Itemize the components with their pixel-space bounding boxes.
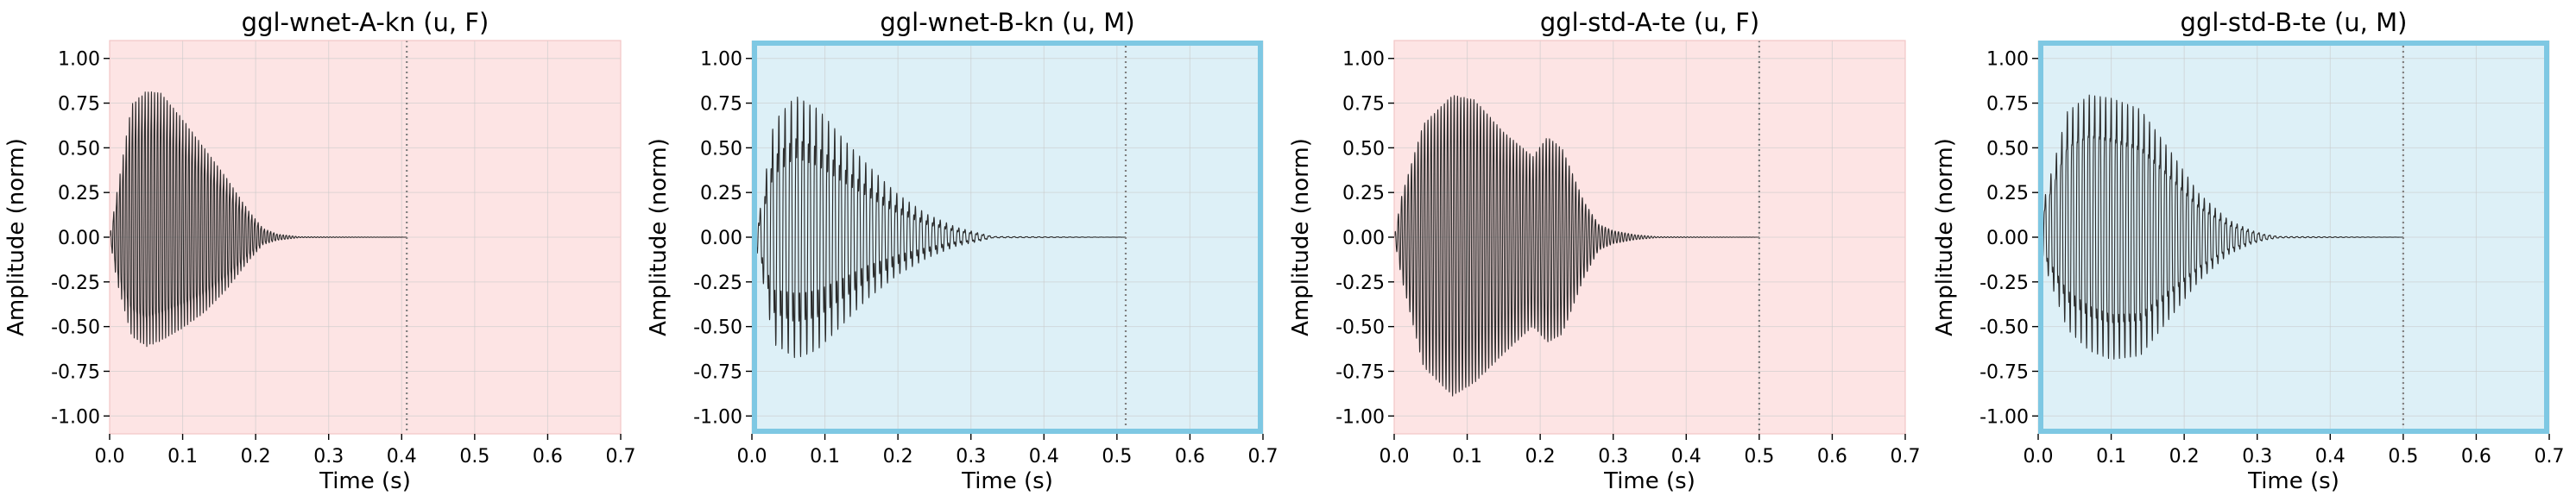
y-tick-label: 0.25 [1342,183,1385,204]
chart-title: ggl-std-B-te (u, M) [2181,8,2408,37]
y-tick-label: -0.75 [1979,361,2029,383]
y-tick-label: 0.00 [700,228,742,249]
y-axis-label: Amplitude (norm) [646,138,672,336]
y-tick-label: -1.00 [693,406,742,428]
x-tick-label: 0.6 [1817,446,1847,467]
x-tick-label: 0.6 [533,446,563,467]
y-tick-label: -0.50 [1335,317,1385,339]
waveform-line [752,97,1127,359]
y-axis-label: Amplitude (norm) [1932,138,1958,336]
x-tick-label: 0.5 [459,446,489,467]
x-tick-label: 0.6 [1175,446,1205,467]
y-tick-label: -0.25 [51,273,100,294]
x-tick-label: 0.7 [2535,446,2565,467]
waveform-line [110,91,407,348]
x-tick-label: 0.3 [1598,446,1628,467]
x-tick-label: 0.0 [2024,446,2054,467]
x-tick-label: 0.0 [737,446,767,467]
x-tick-label: 0.2 [883,446,913,467]
x-tick-label: 0.2 [2169,446,2200,467]
x-tick-label: 0.7 [1891,446,1921,467]
x-tick-label: 0.4 [1029,446,1059,467]
x-axis-label: Time (s) [1603,468,1695,494]
y-tick-label: 0.00 [1986,228,2029,249]
x-tick-label: 0.4 [387,446,417,467]
y-tick-label: 1.00 [58,49,100,71]
x-tick-label: 0.2 [1525,446,1556,467]
chart-panel-3: 0.0 0.1 0.2 0.3 0.4 0.5 0.6 0.7 1.00 0.75 0.50 0.25… [1288,8,1921,494]
y-tick-label: -0.25 [693,273,742,294]
x-axis-label: Time (s) [961,468,1053,494]
y-tick-label: 0.75 [1342,94,1385,116]
waveform-line [1394,95,1760,397]
y-tick-label: 0.75 [700,94,742,116]
x-tick-label: 0.1 [167,446,198,467]
y-tick-label: 0.50 [1986,138,2029,160]
x-tick-label: 0.5 [1102,446,1132,467]
y-tick-label: -0.75 [1335,361,1385,383]
x-axis-label: Time (s) [2247,468,2339,494]
x-tick-label: 0.7 [1248,446,1279,467]
chart-panel-1: 0.0 0.1 0.2 0.3 0.4 0.5 0.6 0.7 1.00 0.75 0.50 0.25… [3,8,636,494]
x-tick-label: 0.0 [95,446,125,467]
y-tick-label: 0.50 [1342,138,1385,160]
x-tick-label: 0.4 [2315,446,2346,467]
x-tick-label: 0.5 [2388,446,2418,467]
y-tick-label: 0.75 [1986,94,2029,116]
y-tick-label: -1.00 [51,406,100,428]
x-tick-label: 0.2 [241,446,271,467]
x-tick-label: 0.1 [1452,446,1482,467]
chart-title: ggl-wnet-A-kn (u, F) [242,8,489,37]
chart-title: ggl-wnet-B-kn (u, M) [880,8,1134,37]
plot-frame [2038,41,2549,434]
x-axis-label: Time (s) [319,468,411,494]
y-tick-label: 1.00 [1986,49,2029,71]
y-tick-label: -1.00 [1979,406,2029,428]
y-tick-label: -0.25 [1335,273,1385,294]
x-tick-label: 0.4 [1671,446,1702,467]
y-tick-label: 0.75 [58,94,100,116]
y-tick-label: 1.00 [1342,49,1385,71]
y-tick-label: -0.50 [693,317,742,339]
y-tick-label: -0.50 [51,317,100,339]
x-tick-label: 0.1 [2096,446,2126,467]
y-tick-label: -1.00 [1335,406,1385,428]
y-tick-label: 0.00 [1342,228,1385,249]
y-tick-label: 1.00 [700,49,742,71]
chart-title: ggl-std-A-te (u, F) [1540,8,1759,37]
y-tick-label: 0.50 [58,138,100,160]
y-tick-label: 0.00 [58,228,100,249]
y-tick-label: -0.75 [693,361,742,383]
x-tick-label: 0.3 [956,446,986,467]
y-tick-label: -0.25 [1979,273,2029,294]
y-tick-label: 0.25 [700,183,742,204]
x-tick-label: 0.6 [2461,446,2491,467]
chart-panel-2: 0.0 0.1 0.2 0.3 0.4 0.5 0.6 0.7 1.00 0.75 0.50 0.25… [646,8,1279,494]
y-tick-label: -0.50 [1979,317,2029,339]
x-tick-label: 0.3 [313,446,344,467]
y-tick-label: 0.25 [1986,183,2029,204]
x-tick-label: 0.1 [810,446,840,467]
y-tick-label: 0.50 [700,138,742,160]
y-tick-label: -0.75 [51,361,100,383]
y-axis-label: Amplitude (norm) [1288,138,1314,336]
x-tick-label: 0.5 [1744,446,1774,467]
chart-panel-4: 0.0 0.1 0.2 0.3 0.4 0.5 0.6 0.7 1.00 0.75 0.50 0.25… [1932,8,2565,494]
y-tick-label: 0.25 [58,183,100,204]
waveform-line [2038,94,2404,360]
y-axis-label: Amplitude (norm) [3,138,29,336]
plot-frame [752,41,1263,434]
x-tick-label: 0.0 [1380,446,1410,467]
x-tick-label: 0.7 [606,446,636,467]
x-tick-label: 0.3 [2242,446,2272,467]
